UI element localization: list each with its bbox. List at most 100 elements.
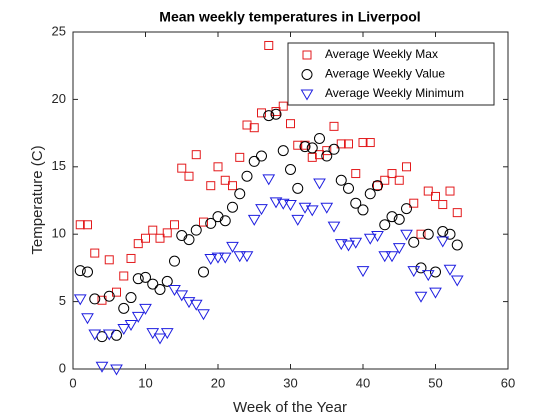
marker	[416, 229, 426, 239]
marker	[262, 174, 276, 186]
marker	[415, 262, 427, 274]
marker	[286, 119, 295, 129]
marker	[301, 69, 313, 80]
legend-label: Average Weekly Minimum	[325, 86, 464, 100]
marker	[387, 169, 397, 179]
x-tick-label: 50	[428, 375, 442, 390]
marker	[95, 361, 109, 373]
marker	[199, 217, 208, 227]
x-axis-label: Week of the Year	[233, 399, 347, 416]
marker	[379, 219, 391, 231]
marker	[146, 328, 160, 340]
marker	[191, 150, 201, 160]
marker	[126, 253, 136, 263]
marker	[133, 239, 143, 249]
marker	[219, 215, 231, 227]
y-tick-label: 10	[52, 226, 66, 241]
marker	[206, 181, 216, 191]
marker	[402, 162, 411, 172]
marker	[334, 239, 348, 251]
marker	[343, 182, 354, 194]
marker	[124, 320, 138, 332]
marker	[436, 236, 450, 248]
marker	[385, 251, 399, 263]
marker	[148, 225, 158, 235]
marker	[104, 255, 114, 265]
marker	[132, 273, 144, 285]
marker	[248, 155, 260, 167]
legend-box	[287, 42, 495, 106]
marker	[227, 201, 238, 213]
marker	[81, 313, 94, 325]
x-tick-label: 0	[69, 375, 76, 390]
marker	[184, 171, 194, 181]
marker	[350, 197, 362, 209]
x-tick-label: 10	[138, 375, 152, 390]
marker	[241, 170, 253, 182]
marker	[154, 283, 166, 295]
marker	[213, 162, 223, 172]
x-tick-label: 40	[356, 375, 370, 390]
marker	[357, 204, 369, 216]
marker	[386, 211, 398, 223]
marker	[169, 255, 180, 267]
marker	[305, 205, 319, 217]
marker	[96, 331, 108, 343]
marker	[276, 198, 290, 210]
marker	[431, 191, 440, 201]
marker	[445, 186, 455, 196]
marker	[401, 203, 412, 215]
marker	[204, 253, 218, 265]
marker	[408, 236, 420, 248]
x-tick-label: 30	[283, 375, 297, 390]
chart-title: Mean weekly temperatures in Liverpool	[159, 9, 420, 25]
marker	[327, 221, 341, 233]
marker	[139, 303, 152, 315]
marker	[89, 293, 101, 305]
marker	[249, 123, 259, 133]
marker	[102, 329, 116, 341]
marker	[189, 299, 203, 311]
marker	[83, 220, 92, 230]
y-tick-label: 5	[59, 293, 66, 308]
marker	[269, 197, 283, 209]
marker	[365, 138, 375, 148]
marker	[302, 50, 312, 60]
marker	[299, 141, 311, 153]
marker	[256, 150, 267, 162]
marker	[378, 251, 392, 263]
marker	[409, 198, 419, 208]
marker	[335, 174, 347, 186]
marker	[247, 214, 261, 226]
marker	[240, 251, 254, 263]
marker	[320, 202, 334, 214]
marker	[75, 220, 85, 230]
marker	[314, 132, 325, 144]
marker	[321, 150, 333, 162]
marker	[451, 239, 463, 251]
marker	[263, 110, 275, 122]
marker	[183, 234, 195, 246]
marker	[228, 181, 237, 191]
marker	[284, 200, 297, 212]
marker	[380, 175, 390, 185]
marker	[438, 200, 448, 210]
marker	[211, 252, 225, 264]
marker	[264, 40, 274, 50]
marker	[155, 233, 165, 243]
marker	[293, 140, 303, 150]
marker	[175, 290, 189, 302]
y-tick-label: 25	[52, 23, 66, 38]
marker	[329, 121, 339, 131]
marker	[364, 188, 376, 200]
marker	[140, 271, 151, 283]
marker	[141, 233, 150, 243]
marker	[358, 138, 368, 148]
marker	[356, 266, 370, 278]
marker	[422, 228, 434, 240]
marker	[373, 181, 382, 191]
marker	[270, 108, 282, 120]
marker	[363, 233, 377, 245]
y-tick-label: 15	[52, 158, 66, 173]
